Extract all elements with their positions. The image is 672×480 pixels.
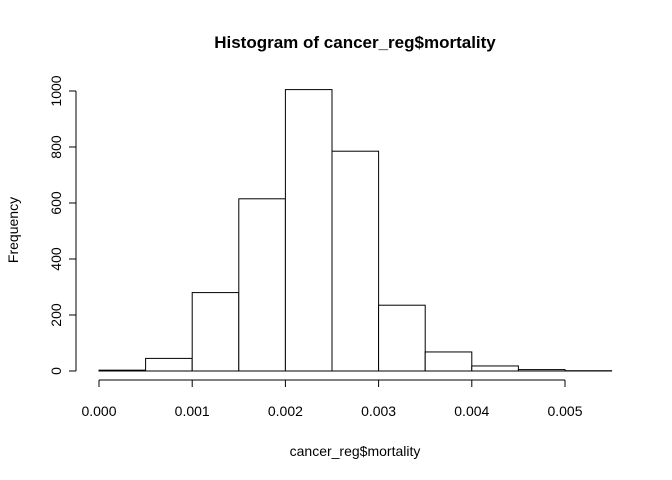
- histogram-bar: [331, 150, 380, 372]
- histogram-bar: [517, 369, 566, 372]
- histogram-bar: [378, 304, 426, 372]
- x-tick-label: 0.001: [175, 403, 210, 419]
- y-tick-label: 800: [48, 135, 64, 159]
- histogram-bar: [424, 351, 473, 372]
- histogram-bar: [191, 292, 240, 372]
- chart-title: Histogram of cancer_reg$mortality: [214, 33, 496, 52]
- histogram-bar: [238, 198, 286, 372]
- histogram-bar: [471, 365, 519, 372]
- x-tick-label: 0.005: [547, 403, 582, 419]
- x-axis: 0.000 0.001 0.002 0.003 0.004 0.005: [81, 379, 583, 419]
- x-tick-label: 0.003: [361, 403, 396, 419]
- y-axis: 0 200 400 600 800 1000: [48, 75, 77, 375]
- histogram-bar: [145, 357, 193, 372]
- y-axis-label: Frequency: [5, 197, 21, 263]
- histogram-bar: [98, 369, 147, 372]
- histogram-bars: [98, 89, 613, 372]
- y-tick-label: 600: [48, 191, 64, 215]
- y-tick-label: 0: [48, 367, 64, 375]
- y-tick-label: 200: [48, 303, 64, 327]
- y-tick-label: 400: [48, 247, 64, 271]
- x-tick-label: 0.004: [454, 403, 489, 419]
- x-axis-label: cancer_reg$mortality: [290, 443, 421, 459]
- histogram-bar: [284, 89, 333, 372]
- x-tick-label: 0.000: [81, 403, 116, 419]
- x-tick-label: 0.002: [268, 403, 303, 419]
- y-tick-label: 1000: [48, 75, 64, 106]
